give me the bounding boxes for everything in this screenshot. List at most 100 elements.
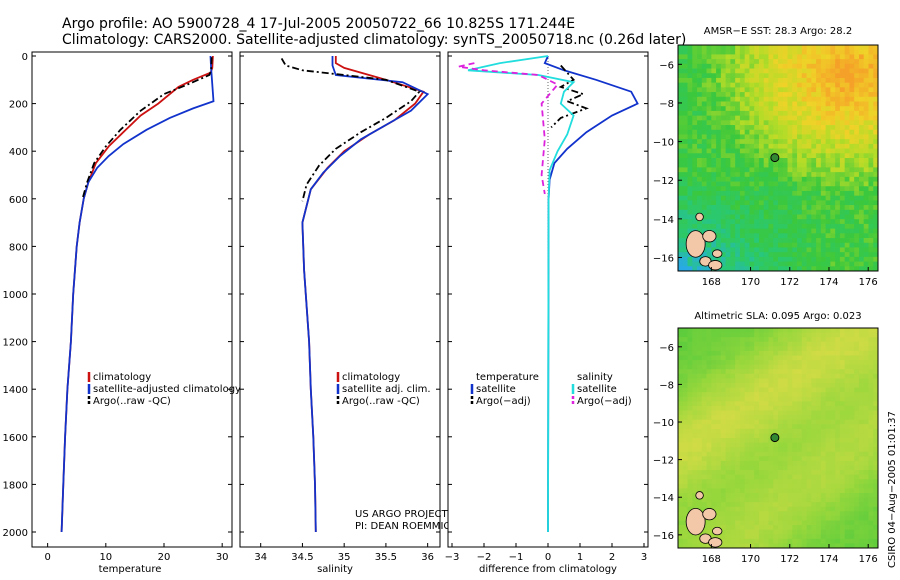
map-cell <box>758 387 765 393</box>
map-cell <box>701 219 707 225</box>
map-cell <box>758 378 765 384</box>
map-y-tick-label: −6 <box>659 60 674 71</box>
map-cell <box>839 410 846 416</box>
map-cell <box>744 460 750 466</box>
map-cell <box>735 96 741 102</box>
map-cell <box>811 470 817 476</box>
map-cell <box>849 483 855 489</box>
map-cell <box>849 219 855 225</box>
map-cell <box>716 488 722 494</box>
map-cell <box>825 96 831 102</box>
map-cell <box>730 143 736 149</box>
map-cell <box>858 360 865 366</box>
map-cell <box>806 538 812 544</box>
map-cell <box>706 242 712 248</box>
map-cell <box>763 209 769 215</box>
map-cell <box>758 502 765 508</box>
map-cell <box>868 428 874 434</box>
map-cell <box>797 401 803 407</box>
map-cell <box>868 252 874 258</box>
map-cell <box>730 428 736 434</box>
map-cell <box>754 214 760 220</box>
map-cell <box>678 214 684 220</box>
map-cell <box>787 233 793 239</box>
map-cell <box>849 405 855 411</box>
map-cell <box>725 96 731 102</box>
map-cell <box>773 341 779 347</box>
map-cell <box>744 205 750 211</box>
map-cell <box>744 451 750 457</box>
map-cell <box>806 529 812 535</box>
map-cell <box>792 341 798 347</box>
map-cell <box>749 125 755 131</box>
map-cell <box>763 59 769 65</box>
map-cell <box>839 373 846 379</box>
map-cell <box>768 479 774 485</box>
map-cell <box>811 419 817 425</box>
map-cell <box>763 438 769 443</box>
map-cell <box>773 110 779 117</box>
map-cell <box>873 350 879 356</box>
x-tick-label: 34 <box>254 552 267 563</box>
map-cell <box>697 350 703 356</box>
map-cell <box>816 419 822 425</box>
map-cell <box>825 479 831 485</box>
map-cell <box>749 401 755 407</box>
map-cell <box>682 129 688 135</box>
map-cell <box>711 360 717 366</box>
map-cell <box>787 456 793 462</box>
map-cell <box>763 143 769 149</box>
map-cell <box>768 419 774 425</box>
map-cell <box>773 186 779 192</box>
map-cell <box>825 538 831 544</box>
map-cell <box>830 493 836 498</box>
map-cell <box>873 410 879 416</box>
map-cell <box>787 493 793 498</box>
map-cell <box>792 387 798 393</box>
map-cell <box>792 373 798 379</box>
map-cell <box>782 332 788 338</box>
map-cell <box>768 483 774 489</box>
map-cell <box>678 261 684 267</box>
map-cell <box>868 63 874 69</box>
map-cell <box>716 470 722 476</box>
map-cell <box>849 181 855 187</box>
map-cell <box>782 153 788 159</box>
map-cell <box>830 502 836 508</box>
map-cell <box>706 355 712 361</box>
map-cell <box>854 405 860 411</box>
map-cell <box>782 266 788 272</box>
map-cell <box>711 378 717 384</box>
map-cell <box>725 442 731 448</box>
map-cell <box>858 219 865 225</box>
map-cell <box>820 158 827 164</box>
map-cell <box>678 488 684 494</box>
map-cell <box>763 162 769 168</box>
map-cell <box>849 392 855 398</box>
map-cell <box>758 392 765 398</box>
map-cell <box>706 252 712 258</box>
map-cell <box>735 176 741 182</box>
map-cell <box>868 143 874 149</box>
map-cell <box>778 360 784 366</box>
map-cell <box>735 63 741 69</box>
map-cell <box>811 190 817 197</box>
map-cell <box>835 479 841 485</box>
map-cell <box>739 373 746 379</box>
map-cell <box>849 360 855 366</box>
y-tick-label: 1800 <box>3 480 28 491</box>
map-cell <box>839 415 846 421</box>
map-cell <box>778 214 784 220</box>
map-cell <box>682 82 688 88</box>
map-cell <box>692 493 698 498</box>
map-cell <box>787 350 793 356</box>
map-cell <box>835 167 841 173</box>
map-cell <box>816 470 822 476</box>
map-cell <box>830 148 836 154</box>
map-cell <box>735 341 741 347</box>
map-cell <box>782 228 788 234</box>
map-cell <box>854 419 860 425</box>
map-cell <box>716 383 722 388</box>
map-cell <box>830 520 836 526</box>
map-cell <box>749 410 755 416</box>
